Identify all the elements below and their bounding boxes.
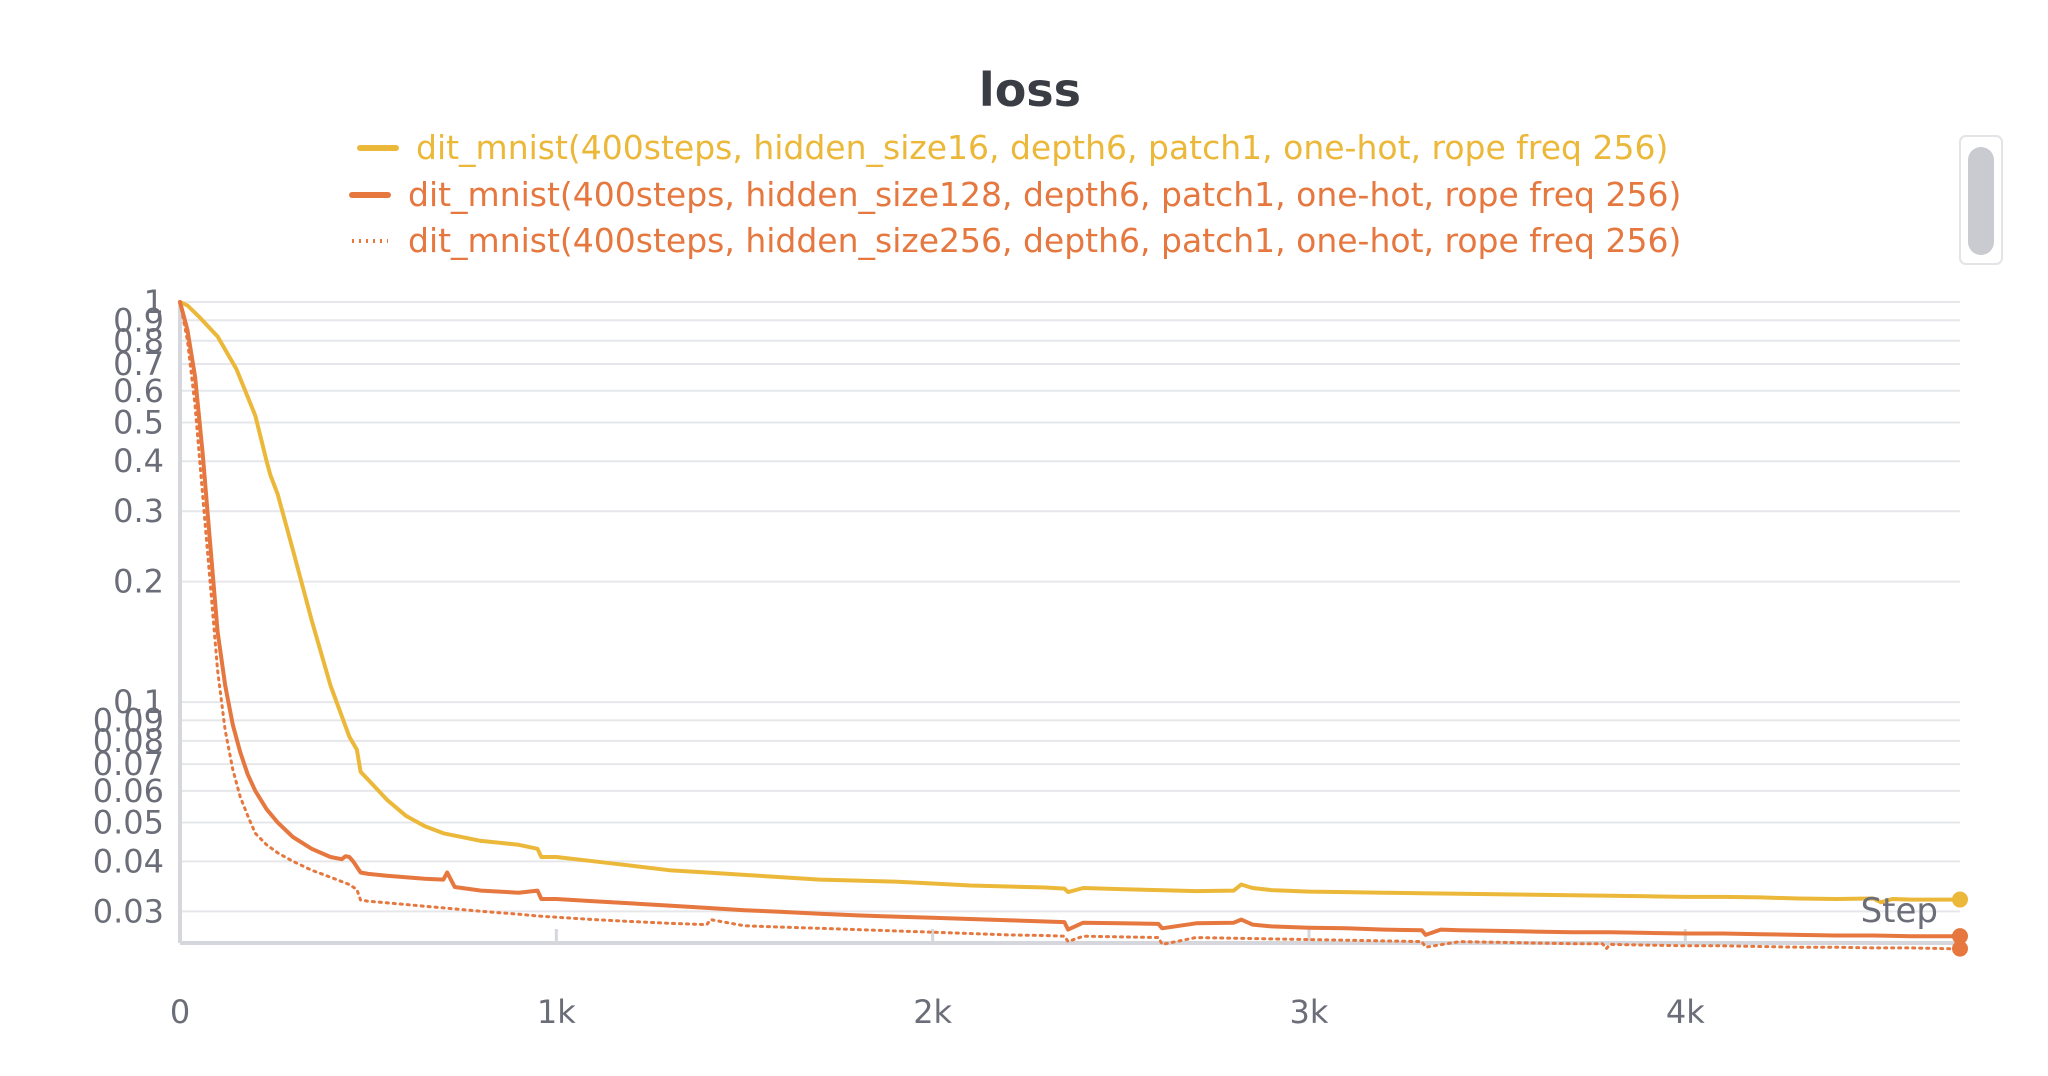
- y-tick-label: 1: [144, 283, 164, 321]
- y-tick-label: 0.9: [113, 301, 164, 339]
- y-axis-tick-labels: 10.90.80.70.60.50.4 0.3 0.2 0.10.090.080.07…: [93, 283, 164, 930]
- legend: dit_mnist(400steps, hidden_size16, depth…: [349, 128, 1681, 260]
- chart-title: loss: [979, 63, 1081, 117]
- y-tick-label: 0.2: [113, 563, 164, 601]
- legend-scrollbar[interactable]: [1959, 135, 2003, 265]
- legend-item-1[interactable]: dit_mnist(400steps, hidden_size16, depth…: [416, 128, 1668, 167]
- x-axis-label: Step: [1861, 891, 1938, 931]
- y-tick-label: 0.1: [113, 683, 164, 721]
- y-tick-label: 0.8: [113, 322, 164, 360]
- y-tick-label: 0.5: [113, 403, 164, 441]
- x-tick-label: 2k: [913, 993, 952, 1031]
- y-tick-label: 0.7: [113, 345, 164, 383]
- y-tick-label: 0.08: [93, 722, 164, 760]
- x-axis-tick-labels: 0 1k 2k 3k 4k: [170, 929, 1705, 1031]
- y-tick-label: 0.3: [113, 492, 164, 530]
- y-tick-label: 0.07: [93, 745, 164, 783]
- series-end-markers: [1952, 891, 1968, 957]
- x-tick-label: 1k: [537, 993, 576, 1031]
- legend-item-3[interactable]: dit_mnist(400steps, hidden_size256, dept…: [408, 221, 1681, 260]
- y-tick-label: 0.09: [93, 701, 164, 739]
- series-line-2: [178, 300, 1962, 939]
- grid: [178, 301, 1960, 945]
- x-tick-label: 3k: [1290, 993, 1329, 1031]
- series-end-dot-2: [1952, 928, 1968, 945]
- y-tick-label: 0.06: [93, 772, 164, 810]
- y-tick-label: 0.04: [93, 842, 164, 880]
- y-tick-label: 0.03: [93, 892, 164, 930]
- series-line-1: [178, 300, 1962, 905]
- x-tick-label: 0: [170, 993, 190, 1031]
- series-lines: [178, 300, 1962, 951]
- legend-item-2[interactable]: dit_mnist(400steps, hidden_size128, dept…: [408, 175, 1681, 214]
- y-tick-label: 0.4: [113, 442, 164, 480]
- series-end-dot-3: [1952, 940, 1968, 957]
- series-line-3: [178, 300, 1962, 951]
- legend-scrollbar-thumb[interactable]: [1968, 147, 1994, 255]
- series-end-dot-1: [1952, 891, 1968, 908]
- x-tick-label: 4k: [1666, 993, 1705, 1031]
- y-tick-label: 0.6: [113, 372, 164, 410]
- y-tick-label: 0.05: [93, 804, 164, 842]
